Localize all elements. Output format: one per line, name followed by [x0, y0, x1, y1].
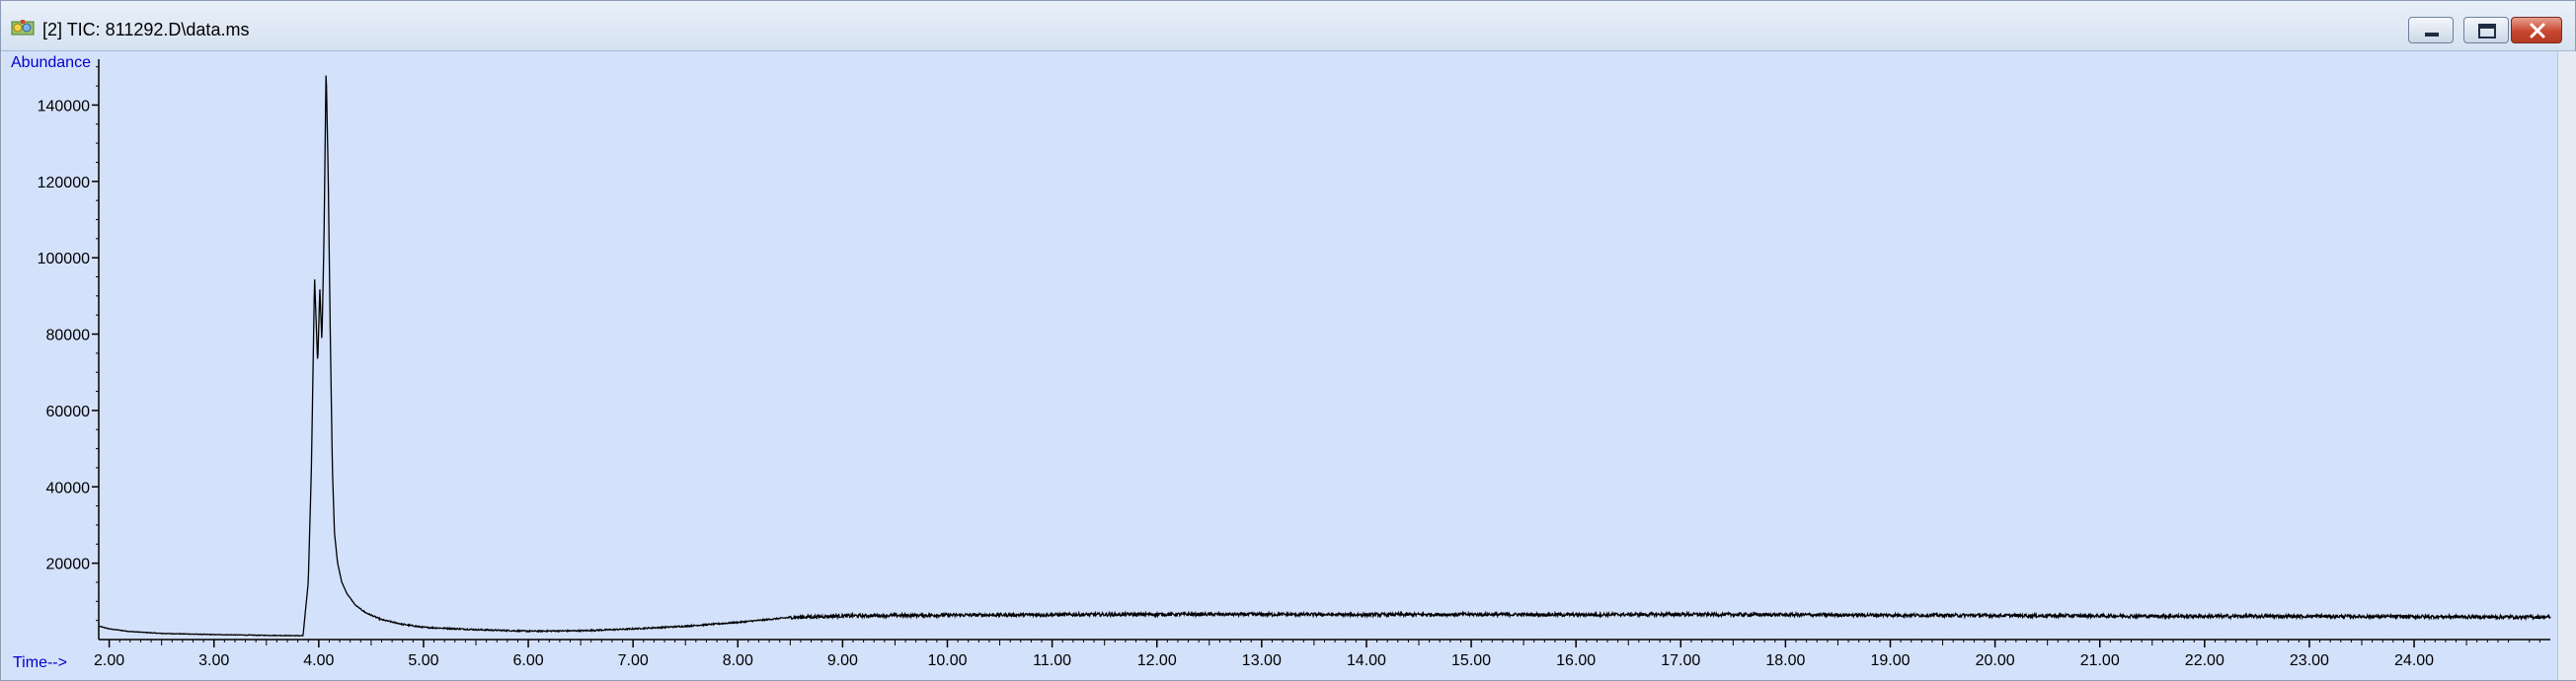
- window-title: [2] TIC: 811292.D\data.ms: [42, 20, 250, 39]
- vertical-scrollbar[interactable]: [2557, 51, 2576, 680]
- x-tick-label: 14.00: [1347, 652, 1386, 669]
- x-tick-label: 24.00: [2394, 652, 2434, 669]
- y-tick-label: 120000: [38, 175, 90, 191]
- x-axis-ticks: 2.00 3.00 4.00 5.00 6.00 7.00 8.00 9.00 10.00 11.…: [94, 640, 2540, 669]
- y-tick-label: 100000: [38, 251, 90, 267]
- x-axis-title: Time-->: [13, 654, 67, 671]
- tic-chart: 20000 40000 60000 80000 100000 120000 140000 2…: [11, 54, 2551, 671]
- y-axis-title: Abundance: [11, 54, 91, 71]
- x-tick-label: 2.00: [94, 652, 124, 669]
- x-tick-label: 12.00: [1137, 652, 1177, 669]
- x-tick-label: 6.00: [512, 652, 543, 669]
- x-tick-label: 13.00: [1242, 652, 1282, 669]
- close-icon: [2530, 23, 2545, 38]
- x-tick-label: 23.00: [2290, 652, 2329, 669]
- minimize-button[interactable]: [2408, 17, 2454, 43]
- x-tick-label: 22.00: [2185, 652, 2225, 669]
- x-tick-label: 18.00: [1765, 652, 1805, 669]
- y-axis-ticks: 20000 40000 60000 80000 100000 120000 140000: [38, 66, 99, 622]
- x-tick-label: 11.00: [1033, 652, 1071, 669]
- x-tick-label: 16.00: [1556, 652, 1596, 669]
- y-tick-label: 140000: [38, 98, 90, 114]
- x-tick-label: 3.00: [198, 652, 229, 669]
- chromatogram-app-icon: [11, 20, 35, 36]
- chromatogram-plot[interactable]: 20000 40000 60000 80000 100000 120000 140000 2…: [3, 51, 2557, 680]
- x-tick-label: 8.00: [723, 652, 753, 669]
- tic-trace-line: [98, 75, 2551, 638]
- y-tick-label: 40000: [46, 480, 91, 496]
- close-button[interactable]: [2511, 17, 2562, 43]
- x-tick-label: 5.00: [408, 652, 438, 669]
- tic-trace-layer: [98, 75, 2551, 638]
- x-tick-label: 21.00: [2080, 652, 2120, 669]
- x-tick-label: 4.00: [303, 652, 334, 669]
- y-tick-label: 80000: [46, 328, 91, 344]
- maximize-button[interactable]: [2463, 17, 2509, 43]
- y-tick-label: 60000: [46, 404, 91, 420]
- maximize-icon: [2478, 24, 2496, 38]
- x-tick-label: 9.00: [827, 652, 858, 669]
- x-tick-label: 19.00: [1870, 652, 1910, 669]
- minimize-icon: [2425, 33, 2439, 37]
- x-tick-label: 10.00: [927, 652, 967, 669]
- title-bar[interactable]: [2] TIC: 811292.D\data.ms: [1, 1, 2575, 51]
- x-tick-label: 7.00: [618, 652, 649, 669]
- y-tick-label: 20000: [46, 557, 91, 573]
- x-tick-label: 15.00: [1451, 652, 1491, 669]
- x-tick-label: 20.00: [1976, 652, 2015, 669]
- x-tick-label: 17.00: [1661, 652, 1700, 669]
